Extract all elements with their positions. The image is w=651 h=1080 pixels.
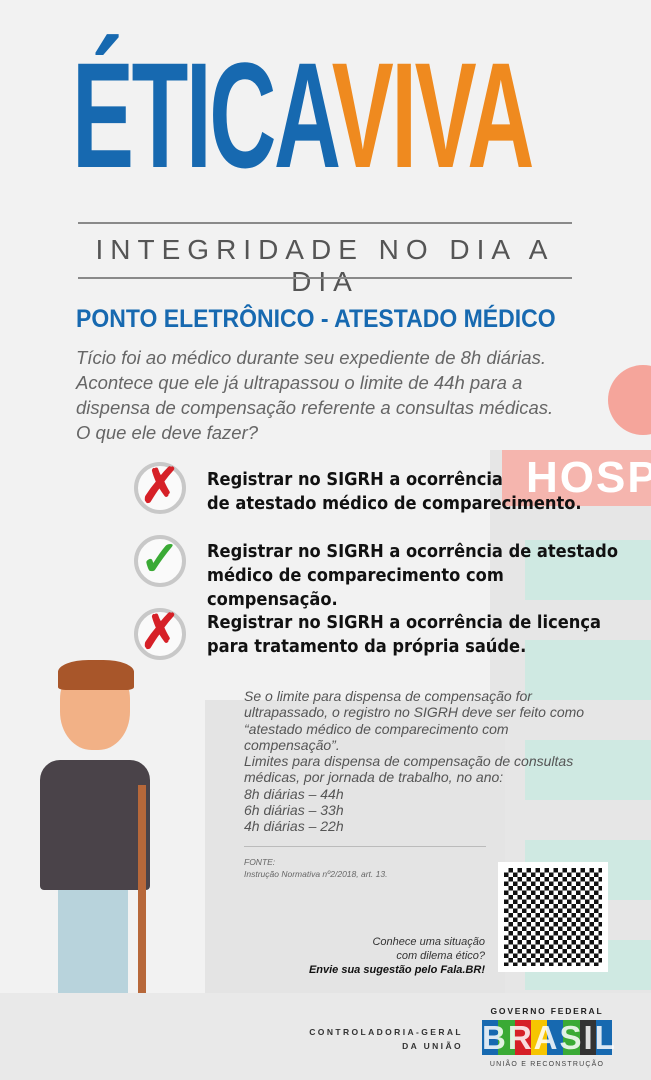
page-heading: PONTO ELETRÔNICO - ATESTADO MÉDICO: [76, 305, 556, 333]
intro-line: O que ele deve fazer?: [76, 422, 259, 443]
title-part-2: VIVA: [331, 31, 535, 199]
building-illustration: [205, 700, 505, 995]
cgu-logo-text: CONTROLADORIA-GERAL DA UNIÃO: [309, 1027, 463, 1051]
option-2: Registrar no SIGRH a ocorrência de atest…: [207, 542, 619, 610]
hospital-sign: HOSP: [502, 450, 651, 506]
logo-title: ÉTICAVIVA: [72, 40, 534, 190]
option-3: Registrar no SIGRH a ocorrência de licen…: [207, 613, 601, 657]
explanation-note: Se o limite para dispensa de compensação…: [244, 688, 585, 835]
intro-line: Tício foi ao médico durante seu expedien…: [76, 347, 546, 368]
option-1: Registrar no SIGRH a ocorrência de atesta…: [207, 470, 582, 514]
gov-label: GOVERNO FEDERAL: [490, 1006, 604, 1016]
intro-text: Tício foi ao médico durante seu expedien…: [76, 345, 596, 445]
fala-br-call-to-action: Conhece uma situação com dilema ético? Env…: [308, 936, 485, 976]
check-icon: ✓: [134, 533, 186, 587]
intro-line: Acontece que ele já ultrapassou o limite…: [76, 372, 523, 393]
gov-logo: GOVERNO FEDERAL BRASIL UNIÃO E RECONSTRU…: [482, 1006, 617, 1068]
brasil-logo: BRASIL: [482, 1019, 617, 1056]
divider: [244, 846, 486, 847]
brasil-logo-text: BRASIL: [482, 1019, 617, 1056]
divider: [78, 277, 572, 279]
qr-code[interactable]: [498, 862, 608, 972]
slogan: UNIÃO E RECONSTRUÇÃO: [489, 1061, 605, 1068]
source-note: FONTE: Instrução Normativa nº2/2018, art.…: [244, 857, 388, 879]
title-part-1: ÉTICA: [72, 31, 334, 199]
x-icon: ✗: [134, 606, 186, 660]
intro-line: dispensa de compensação referente a cons…: [76, 397, 554, 418]
divider: [78, 222, 572, 224]
hospital-cross-icon: [608, 365, 651, 435]
x-icon: ✗: [134, 460, 186, 514]
man-with-crutch-illustration: [30, 660, 160, 1035]
tagline: INTEGRIDADE NO DIA A DIA: [95, 234, 555, 297]
